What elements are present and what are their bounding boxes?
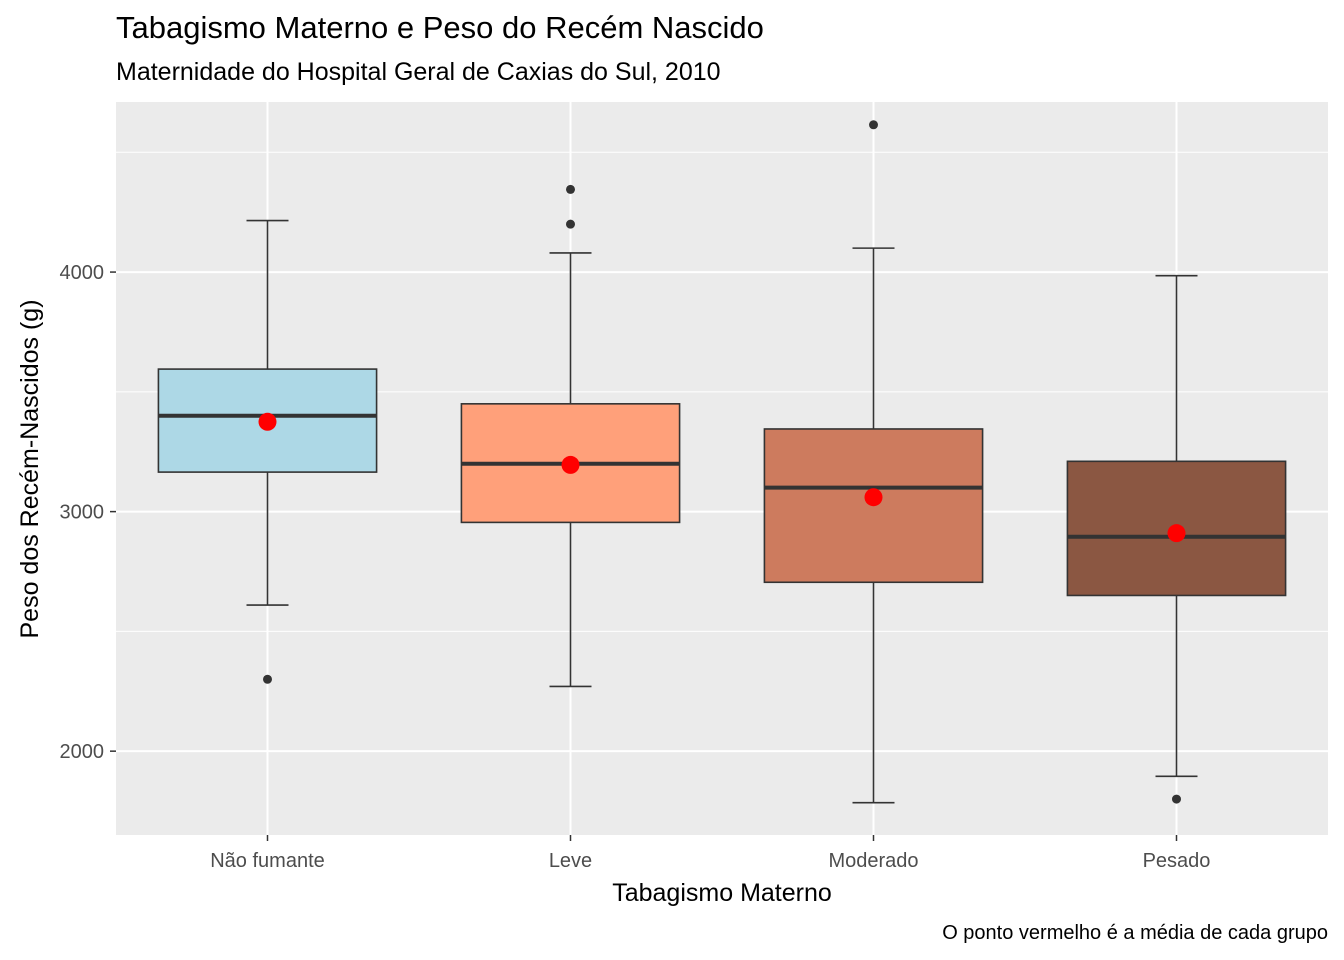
mean-point — [1167, 524, 1186, 543]
box-group — [1066, 274, 1287, 804]
outlier-point — [869, 120, 878, 130]
x-axis-title: Tabagismo Materno — [612, 879, 832, 907]
outlier-point — [1172, 794, 1181, 804]
y-axis-title: Peso dos Recém-Nascidos (g) — [16, 299, 44, 638]
y-tick-label: 3000 — [60, 502, 105, 524]
x-tick-label: Moderado — [828, 850, 918, 872]
outlier-point — [566, 219, 575, 229]
chart-caption: O ponto vermelho é a média de cada grupo — [942, 922, 1328, 944]
outlier-point — [263, 674, 272, 684]
outlier-point — [566, 184, 575, 194]
chart-title: Tabagismo Materno e Peso do Recém Nascid… — [116, 10, 764, 45]
y-tick-label: 4000 — [60, 262, 105, 284]
y-tick-label: 2000 — [60, 741, 105, 763]
mean-point — [258, 412, 277, 431]
box-series — [157, 120, 1287, 804]
chart-subtitle: Maternidade do Hospital Geral de Caxias … — [116, 58, 721, 86]
box-group — [763, 120, 984, 804]
x-tick-label: Pesado — [1143, 850, 1211, 872]
x-tick-label: Não fumante — [210, 850, 325, 872]
box-group — [157, 219, 378, 684]
mean-point — [561, 455, 580, 474]
axes: 2000 3000 4000 Não fumante Leve Moderado Pesad… — [60, 262, 1211, 872]
x-tick-label: Leve — [549, 850, 592, 872]
mean-point — [864, 488, 883, 507]
box-group — [460, 184, 681, 688]
